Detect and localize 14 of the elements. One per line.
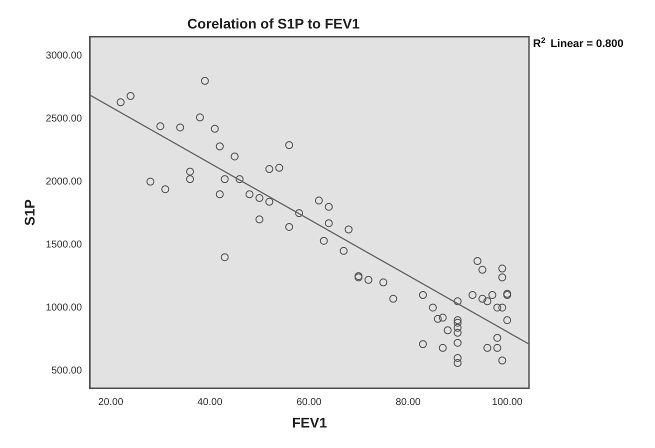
y-tick-label: 3000.00 bbox=[46, 50, 82, 62]
y-tick-label: 2500.00 bbox=[46, 113, 82, 124]
y-tick-label: 1500.00 bbox=[46, 239, 82, 250]
x-tick-label: 100.00 bbox=[492, 396, 523, 408]
y-axis-title: S1P bbox=[21, 199, 38, 226]
x-axis-title: FEV1 bbox=[292, 414, 328, 430]
x-tick-label: 60.00 bbox=[296, 396, 322, 408]
x-tick-label: 80.00 bbox=[396, 396, 422, 408]
y-tick-label: 2000.00 bbox=[46, 176, 82, 188]
y-tick-label: 500.00 bbox=[51, 365, 82, 376]
chart-title: Corelation of S1P to FEV1 bbox=[187, 15, 360, 32]
x-tick-label: 20.00 bbox=[98, 396, 124, 408]
y-tick-label: 1000.00 bbox=[46, 302, 82, 314]
x-tick-label: 40.00 bbox=[197, 396, 223, 408]
